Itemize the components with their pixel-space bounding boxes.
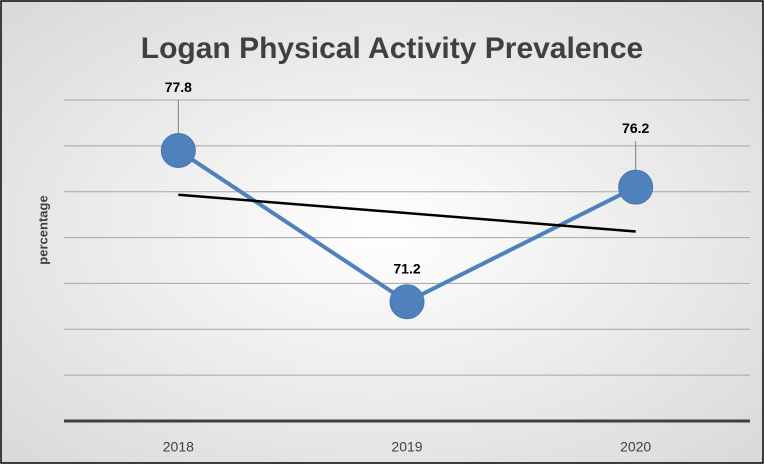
- trend-line: [178, 193, 636, 233]
- x-tick-label: 2019: [391, 439, 422, 455]
- data-point: [389, 284, 425, 320]
- data-label: 77.8: [165, 79, 192, 95]
- x-tick-label: 2020: [620, 439, 651, 455]
- x-tick-label: 2018: [163, 439, 194, 455]
- data-label: 76.2: [622, 120, 649, 136]
- y-axis-label: percentage: [35, 195, 50, 264]
- data-point: [618, 169, 654, 205]
- data-point: [160, 132, 196, 168]
- data-label: 71.2: [393, 260, 420, 276]
- chart-title: Logan Physical Activity Prevalence: [141, 32, 643, 65]
